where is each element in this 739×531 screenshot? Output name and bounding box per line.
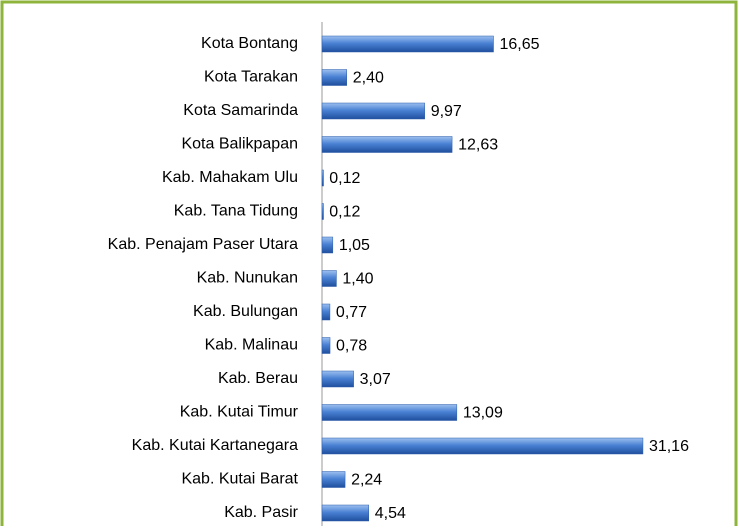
bar xyxy=(321,370,354,388)
category-label: Kota Bontang xyxy=(201,35,298,52)
category-label: Kab. Nunukan xyxy=(197,270,298,287)
bar xyxy=(321,35,494,53)
value-label: 9,97 xyxy=(431,103,462,120)
value-label: 1,40 xyxy=(342,271,373,288)
value-label: 13,09 xyxy=(463,405,503,422)
value-label: 0,12 xyxy=(329,204,360,221)
bar xyxy=(321,169,324,187)
value-label: 1,05 xyxy=(339,237,370,254)
bar xyxy=(321,136,453,153)
category-label: Kab. Pasir xyxy=(224,504,298,521)
category-label: Kota Samarinda xyxy=(183,102,298,119)
bar xyxy=(321,303,331,321)
bar xyxy=(321,270,337,287)
value-label: 2,40 xyxy=(353,70,384,87)
category-label: Kab. Malinau xyxy=(205,337,298,354)
category-label: Kota Balikpapan xyxy=(181,136,298,153)
bar xyxy=(321,69,347,86)
category-label: Kab. Penajam Paser Utara xyxy=(108,236,298,253)
category-label: Kota Tarakan xyxy=(204,69,298,86)
category-label: Kab. Kutai Timur xyxy=(180,404,299,421)
bar xyxy=(321,337,331,354)
value-label: 2,24 xyxy=(351,472,382,489)
category-label: Kab. Mahakam Ulu xyxy=(162,169,298,186)
value-label: 0,77 xyxy=(336,304,367,321)
bar xyxy=(321,203,324,220)
value-label: 0,78 xyxy=(336,338,367,355)
bar xyxy=(321,437,644,455)
bar xyxy=(321,504,370,522)
bar xyxy=(321,102,425,120)
category-label: Kab. Tana Tidung xyxy=(174,203,298,220)
bar xyxy=(321,404,458,421)
value-label: 12,63 xyxy=(458,137,498,154)
category-label: Kab. Kutai Kartanegara xyxy=(132,437,298,454)
bar xyxy=(321,471,346,488)
value-label: 16,65 xyxy=(499,36,539,53)
category-label: Kab. Berau xyxy=(218,370,298,387)
value-label: 0,12 xyxy=(329,170,360,187)
value-label: 3,07 xyxy=(360,371,391,388)
value-label: 4,54 xyxy=(375,505,406,522)
category-label: Kab. Bulungan xyxy=(193,303,298,320)
category-label: Kab. Kutai Barat xyxy=(181,471,298,488)
bar xyxy=(321,236,334,254)
value-label: 31,16 xyxy=(649,438,689,455)
